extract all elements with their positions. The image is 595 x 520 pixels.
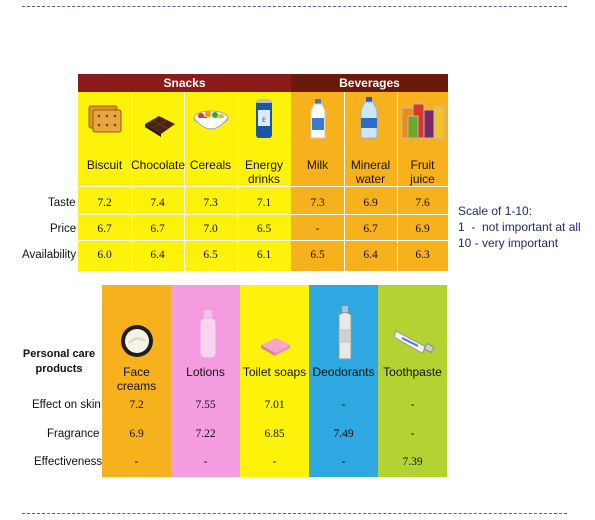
lotion-bottle-icon: [199, 310, 217, 359]
cell-soaps-fragrance: 6.85: [264, 428, 285, 440]
cell-water-availability: 6.4: [363, 249, 378, 261]
cell-toothpaste-skin: -: [410, 399, 415, 411]
row-label-fragrance: Fragrance: [47, 428, 100, 440]
cell-cereals-price: 7.0: [203, 223, 218, 235]
cell-juice-price: 6.9: [415, 223, 430, 235]
cell-biscuit-price: 6.7: [97, 223, 112, 235]
personal-care-title: Personal care products: [22, 348, 96, 375]
cell-face-creams-skin: 7.2: [129, 399, 144, 411]
cell-cereals-availability: 6.5: [203, 249, 218, 261]
cell-lotions-effectiveness: -: [203, 456, 208, 468]
cell-face-creams-effectiveness: -: [134, 456, 139, 468]
toothpaste-column: [378, 285, 447, 477]
cell-toothpaste-effectiveness: 7.39: [402, 456, 423, 468]
cell-biscuit-taste: 7.2: [97, 197, 112, 209]
cell-water-taste: 6.9: [363, 197, 378, 209]
column-label-fruit-juice: Fruit juice: [410, 158, 435, 186]
row-label-effect-on-skin: Effect on skin: [32, 399, 101, 411]
cell-milk-availability: 6.5: [310, 249, 325, 261]
cell-biscuit-availability: 6.0: [97, 249, 112, 261]
fruit-juice-icon: [401, 103, 445, 139]
cell-toothpaste-fragrance: -: [410, 428, 415, 440]
column-label-chocolate: Chocolate: [131, 158, 186, 172]
face-cream-jar-icon: [121, 325, 153, 357]
soap-bar-icon: [261, 338, 290, 356]
personal-care-table: Face creams Lotions Toilet soaps Deodora…: [102, 285, 447, 477]
row-label-price: Price: [50, 223, 77, 235]
cell-chocolate-availability: 6.4: [150, 249, 165, 261]
cell-juice-availability: 6.3: [415, 249, 430, 261]
cell-energy-taste: 7.1: [256, 197, 272, 209]
row-label-taste: Taste: [48, 197, 76, 209]
bottom-divider: [22, 513, 567, 514]
product-label-toothpaste: Toothpaste: [383, 365, 442, 379]
row-label-availability: Availability: [22, 249, 77, 261]
cell-energy-price: 6.5: [256, 223, 272, 235]
column-label-energy-drinks: Energy drinks: [244, 158, 284, 186]
face-creams-column: [102, 285, 171, 477]
cell-lotions-skin: 7.55: [195, 399, 216, 411]
cell-deodorants-fragrance: 7.49: [333, 428, 354, 440]
snacks-beverages-table: Snacks Beverages E: [78, 74, 448, 271]
cell-deodorants-effectiveness: -: [341, 456, 346, 468]
milk-bottle-icon: [310, 99, 326, 139]
cell-milk-price: -: [315, 223, 320, 235]
column-label-biscuit: Biscuit: [86, 158, 123, 172]
cell-soaps-effectiveness: -: [272, 456, 277, 468]
toothpaste-tube-icon: [393, 330, 435, 354]
scale-line-1: 1 - not important at all: [458, 220, 581, 234]
cell-chocolate-price: 6.7: [150, 223, 165, 235]
product-label-toilet-soaps: Toilet soaps: [242, 365, 307, 379]
column-label-mineral-water: Mineral water: [350, 158, 391, 186]
row-label-effectiveness: Effectiveness: [34, 456, 103, 468]
cereal-bowl-icon: [193, 110, 229, 130]
column-label-cereals: Cereals: [189, 158, 232, 172]
cell-juice-taste: 7.6: [415, 197, 430, 209]
product-label-deodorants: Deodorants: [312, 365, 375, 379]
product-label-face-creams: Face creams: [116, 365, 157, 393]
cell-cereals-taste: 7.3: [203, 197, 218, 209]
beverages-header: Beverages: [291, 74, 448, 92]
cell-chocolate-taste: 7.4: [150, 197, 165, 209]
biscuit-icon: [88, 105, 122, 133]
product-label-lotions: Lotions: [186, 365, 225, 379]
cell-energy-availability: 6.1: [256, 249, 272, 261]
energy-drink-can-icon: E: [256, 99, 272, 138]
cell-face-creams-fragrance: 6.9: [129, 428, 144, 440]
top-divider: [22, 6, 567, 7]
cell-milk-taste: 7.3: [310, 197, 325, 209]
scale-line-2: 10 - very important: [458, 236, 559, 250]
toilet-soaps-column: [240, 285, 309, 477]
scale-legend: Scale of 1-10: 1 - not important at all …: [458, 203, 581, 251]
svg-text:E: E: [262, 117, 266, 124]
scale-title: Scale of 1-10:: [458, 204, 533, 218]
column-label-milk: Milk: [306, 158, 329, 172]
cell-water-price: 6.7: [363, 223, 378, 235]
water-bottle-icon: [360, 97, 378, 139]
cell-deodorants-skin: -: [341, 399, 346, 411]
cell-soaps-skin: 7.01: [264, 399, 285, 411]
cell-lotions-fragrance: 7.22: [195, 428, 216, 440]
chocolate-icon: [145, 116, 175, 137]
deodorant-can-icon: [338, 306, 352, 360]
snacks-header: Snacks: [78, 74, 291, 92]
